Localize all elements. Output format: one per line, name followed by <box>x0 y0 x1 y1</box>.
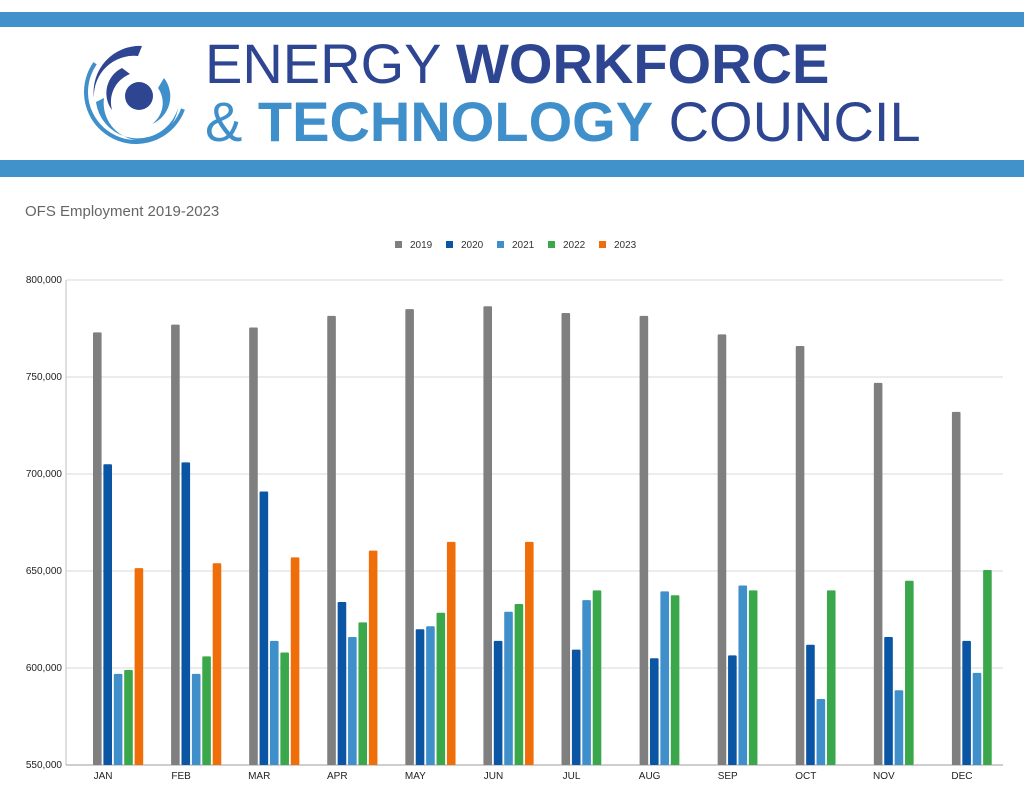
bar-2021-jun <box>504 611 513 765</box>
bar-2020-jun <box>493 640 503 765</box>
header-top-band <box>0 12 1024 27</box>
employment-bar-chart: 2019 2020 2021 2022 2023 550,000 600,000 650,0… <box>26 240 1003 782</box>
bar-2020-feb <box>181 462 191 765</box>
legend-label-2020: 2020 <box>461 240 484 251</box>
bar-2022-mar <box>280 652 289 765</box>
bar-2019-aug <box>639 315 649 765</box>
bar-2023-jun <box>525 541 534 765</box>
y-tick-label: 600,000 <box>26 663 63 674</box>
bar-2021-jan <box>113 673 123 765</box>
bar-2023-may <box>446 541 456 765</box>
y-tick-label: 700,000 <box>26 469 63 480</box>
bar-2020-may <box>415 629 425 765</box>
x-tick-label: DEC <box>951 771 972 782</box>
x-tick-label: SEP <box>718 771 738 782</box>
bar-2022-apr <box>358 622 368 765</box>
bar-2021-apr <box>348 636 357 765</box>
bar-2019-nov <box>873 382 883 765</box>
bar-2019-mar <box>249 327 258 765</box>
bar-2021-mar <box>269 640 279 765</box>
brand-word-technology: TECHNOLOGY <box>257 90 654 153</box>
bar-2023-feb <box>212 563 222 765</box>
brand-line-1: ENERGY WORKFORCE <box>205 36 829 92</box>
header-bottom-band <box>0 160 1024 177</box>
bar-2019-apr <box>327 315 336 765</box>
bar-2019-feb <box>171 324 180 765</box>
bar-2020-jul <box>571 649 581 765</box>
bar-2019-may <box>405 309 414 765</box>
legend-swatch-2020 <box>446 241 453 248</box>
bar-2023-apr <box>368 550 378 765</box>
bar-2020-dec <box>962 640 971 765</box>
x-tick-label: JUL <box>563 771 581 782</box>
legend-label-2019: 2019 <box>410 240 433 251</box>
council-logo-icon <box>84 40 188 144</box>
y-tick-label: 550,000 <box>26 760 63 771</box>
bar-2019-sep <box>717 334 727 765</box>
bar-2021-dec <box>972 672 982 765</box>
bar-2020-sep <box>728 655 737 765</box>
bar-2023-jan <box>134 568 144 765</box>
bar-2021-aug <box>660 591 669 765</box>
legend-swatch-2019 <box>395 241 402 248</box>
y-tick-label: 750,000 <box>26 372 63 383</box>
bar-2020-oct <box>806 644 815 765</box>
brand-word-energy: ENERGY <box>205 32 441 95</box>
bar-2022-dec <box>983 570 992 765</box>
bar-2020-jan <box>103 464 112 765</box>
bar-2021-feb <box>191 673 201 765</box>
chart-title: OFS Employment 2019-2023 <box>25 203 220 220</box>
legend-swatch-2023 <box>599 241 606 248</box>
chart-bars <box>93 306 992 765</box>
bar-2022-oct <box>826 590 836 765</box>
brand-word-council: COUNCIL <box>668 90 921 153</box>
x-tick-label: NOV <box>873 771 895 782</box>
bar-2020-apr <box>337 602 347 765</box>
bar-2022-jul <box>592 590 602 765</box>
bar-2019-oct <box>795 345 805 765</box>
bar-2022-sep <box>748 590 758 765</box>
bar-2022-jun <box>514 603 524 765</box>
bar-2021-oct <box>816 699 826 765</box>
x-tick-label: MAY <box>405 771 426 782</box>
legend-label-2023: 2023 <box>614 240 637 251</box>
y-tick-label: 800,000 <box>26 275 63 286</box>
bar-2021-may <box>426 626 435 765</box>
chart-legend: 2019 2020 2021 2022 2023 <box>395 240 637 251</box>
y-axis-ticks: 550,000 600,000 650,000 700,000 750,000 800,0… <box>26 275 63 771</box>
chart-gridlines <box>65 279 1003 766</box>
y-tick-label: 650,000 <box>26 566 63 577</box>
bar-2020-nov <box>884 636 893 765</box>
x-tick-label: OCT <box>795 771 816 782</box>
legend-label-2022: 2022 <box>563 240 586 251</box>
x-axis-ticks: JAN FEB MAR APR MAY JUN JUL AUG SEP OCT NOV DEC <box>94 771 973 782</box>
bar-2021-jul <box>582 600 591 765</box>
x-tick-label: MAR <box>248 771 270 782</box>
bar-2019-jul <box>561 312 571 765</box>
legend-swatch-2021 <box>497 241 504 248</box>
x-tick-label: AUG <box>639 771 661 782</box>
brand-word-ampersand: & <box>205 90 243 153</box>
brand-line-2: & TECHNOLOGY COUNCIL <box>205 94 921 150</box>
bar-2022-jan <box>124 669 133 765</box>
bar-2020-mar <box>259 491 269 765</box>
bar-2022-may <box>436 612 446 765</box>
bar-2019-jan <box>93 332 102 765</box>
x-tick-label: APR <box>327 771 348 782</box>
bar-2019-dec <box>951 411 961 765</box>
x-tick-label: FEB <box>171 771 191 782</box>
bar-2021-nov <box>894 690 904 765</box>
legend-swatch-2022 <box>548 241 555 248</box>
x-tick-label: JAN <box>94 771 113 782</box>
bar-2023-mar <box>290 557 300 765</box>
bar-2021-sep <box>738 585 748 765</box>
legend-label-2021: 2021 <box>512 240 535 251</box>
bar-2019-jun <box>483 306 493 765</box>
bar-2020-aug <box>649 658 659 765</box>
x-tick-label: JUN <box>484 771 503 782</box>
brand-word-workforce: WORKFORCE <box>456 32 830 95</box>
bar-2022-feb <box>202 656 211 765</box>
bar-2022-nov <box>905 580 914 765</box>
bar-2022-aug <box>670 595 680 765</box>
